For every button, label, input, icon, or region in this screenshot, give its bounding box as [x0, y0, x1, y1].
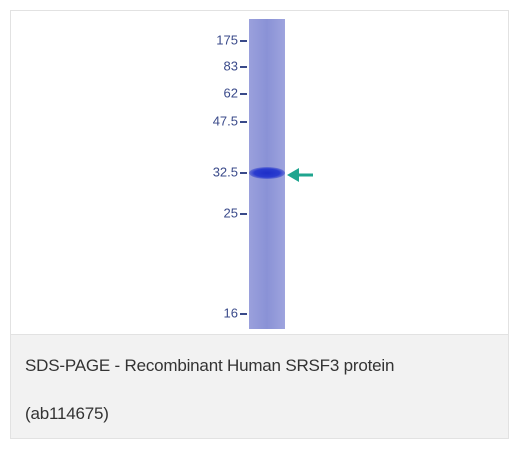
gel-image: 175 83 62 47.5 32.5 25 16 — [11, 11, 508, 335]
page: 175 83 62 47.5 32.5 25 16 SDS-PAGE - Recombina… — [0, 0, 511, 467]
gel: 175 83 62 47.5 32.5 25 16 — [11, 11, 508, 334]
marker-label: 25 — [224, 205, 238, 220]
marker-label: 16 — [224, 305, 238, 320]
product-image-card: 175 83 62 47.5 32.5 25 16 SDS-PAGE - Recombina… — [10, 10, 509, 439]
caption-box: SDS-PAGE - Recombinant Human SRSF3 prote… — [11, 335, 508, 438]
caption: SDS-PAGE - Recombinant Human SRSF3 prote… — [25, 342, 425, 438]
marker-ladder: 175 83 62 47.5 32.5 25 16 — [213, 32, 247, 320]
protein-band — [249, 167, 285, 179]
marker-label: 32.5 — [213, 164, 238, 179]
marker-label: 62 — [224, 85, 238, 100]
marker-label: 83 — [224, 58, 238, 73]
marker-label: 47.5 — [213, 113, 238, 128]
arrow — [287, 168, 313, 182]
marker-label: 175 — [216, 32, 238, 47]
